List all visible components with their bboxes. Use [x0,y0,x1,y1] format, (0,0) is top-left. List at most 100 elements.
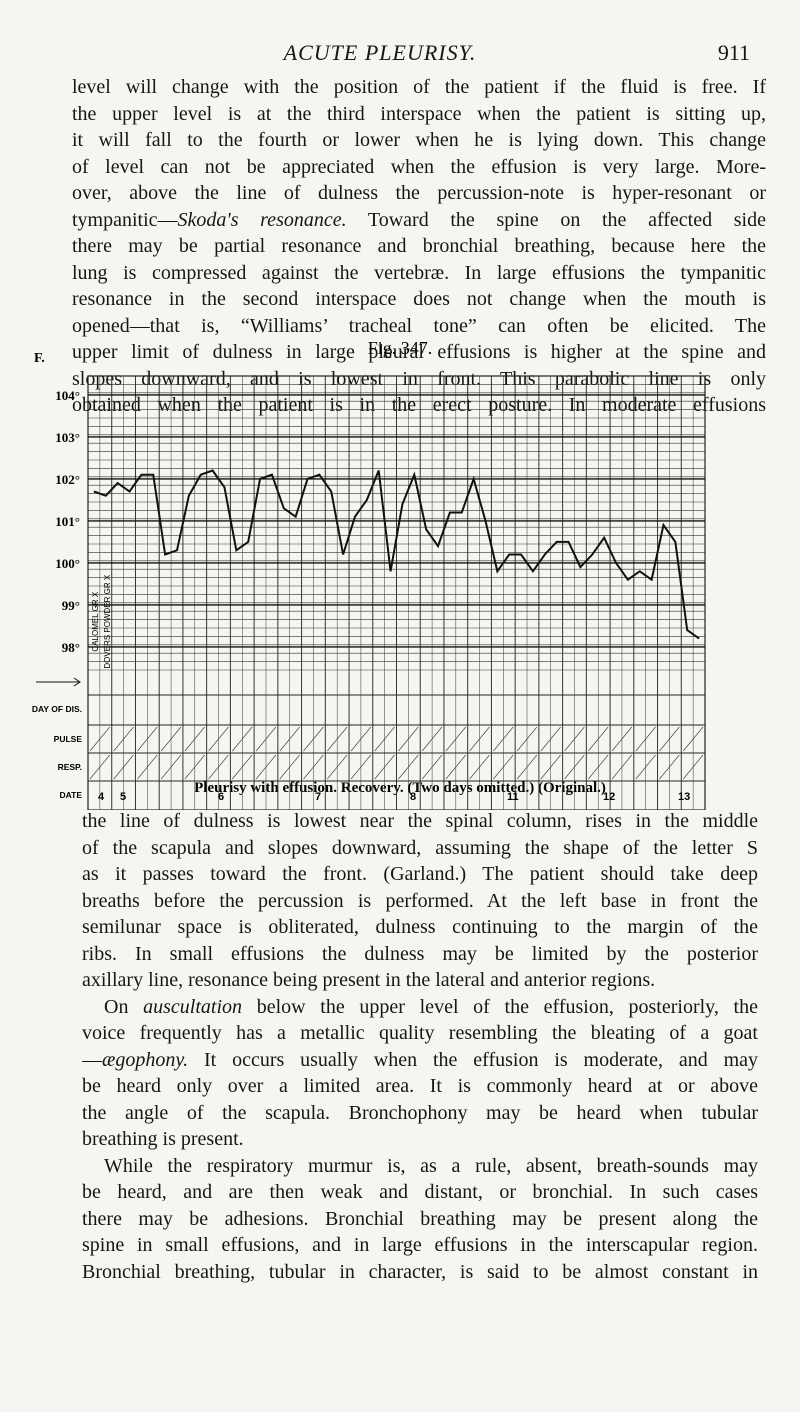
figure-label: Fig. 347. [368,340,433,358]
cell-diagonal [279,754,300,780]
cell-diagonal [659,754,680,780]
text-line: be heard, and are then weak and distant,… [82,1179,758,1206]
text: resonance in the second interspace does … [72,288,766,310]
text: breathing is present. [82,1128,244,1150]
date: 6 [218,791,224,803]
cell-diagonal [160,726,182,752]
row-label: DAY OF DIS. [32,704,82,714]
cell-diagonal [113,754,134,780]
cell-diagonal [493,754,514,780]
text: of level can not be appreciated when the… [72,155,766,178]
cell-diagonal [493,726,514,752]
text-line: of the scapula and slopes downward, assu… [82,835,758,862]
text-line: obtained when the patient is in the erec… [72,392,766,419]
cell-diagonal [327,754,348,780]
italic-text: Skoda's resonance. [177,208,347,231]
text: there may be adhesions. Bronchial breath… [82,1207,758,1230]
cell-diagonal [445,726,466,752]
date: 11 [507,791,519,803]
text: be heard, and are then weak and distant,… [82,1181,758,1203]
cell-diagonal [611,726,633,752]
text: the upper level is at the third interspa… [72,102,766,125]
cell-diagonal [421,754,443,780]
cell-diagonal [160,754,182,780]
text-line: upper limit of dulness in large pleural … [72,339,766,366]
y-tick-label: 100° [55,556,80,571]
text-line: breathing is present. [82,1126,758,1153]
cell-diagonal [374,754,395,780]
text-line: the angle of the scapula. Bronchophony m… [82,1100,758,1127]
text: voice frequently has a metallic quality … [82,1022,758,1044]
caption: Pleurisy with effusion. Recovery. (Two d… [194,780,606,796]
date: 5 [120,791,126,803]
italic-text: auscultation [143,995,243,1018]
cell-diagonal [184,726,205,752]
y-tick-label: 99° [62,598,80,613]
cell-diagonal [516,726,538,752]
text-line: Bronchial breathing, tubular in characte… [82,1259,758,1286]
cell-diagonal [350,754,372,780]
date: 13 [678,791,690,803]
cell-diagonal [255,726,277,752]
temperature-line [93,469,700,640]
page-number: 911 [717,40,750,65]
cell-diagonal [611,754,633,780]
text: spine in small effusions, and in large e… [82,1234,758,1256]
cell-diagonal [469,754,490,780]
cell-diagonal [137,754,158,780]
text-line: opened—that is, “Williams’ tracheal tone… [72,313,766,340]
text-line: lung is compressed against the vertebræ.… [72,260,766,287]
cell-diagonal [303,726,324,752]
text-line: the upper level is at the third interspa… [72,101,766,128]
text-line: over, above the line of dulness the perc… [72,180,766,207]
figure: Fig. 347. Pleurisy with effusion. Recove… [32,340,706,810]
text: lung is compressed against the vertebræ.… [72,261,766,284]
cell-diagonal [516,754,538,780]
cell-diagonal [682,726,704,752]
italic-text: ægophony. [102,1048,189,1071]
running-title: ACUTE PLEURISY. [283,40,477,65]
cell-diagonal [445,754,466,780]
text-line: tympanitic—Skoda's resonance. Toward the… [72,207,766,234]
text-line: ribs. In small effusions the dulness may… [82,941,758,968]
text: ribs. In small effusions the dulness may… [82,942,758,965]
text: of the scapula and slopes downward, assu… [82,836,758,859]
cell-diagonal [469,726,490,752]
text: level will change with the position of t… [72,76,766,98]
cell-diagonal [682,754,704,780]
text: semilunar space is obliterated, dulness … [82,916,758,938]
text: — [82,1048,102,1071]
annotation: CALOMEL GR X [91,591,100,651]
text: Bronchial breathing, tubular in characte… [82,1260,758,1283]
cell-diagonal [635,754,656,780]
text-line: On auscultation below the upper level of… [82,994,758,1021]
text: breaths before the percussion is perform… [82,889,758,912]
cell-diagonal [232,726,253,752]
cell-diagonal [113,726,134,752]
cell-diagonal [232,754,253,780]
text: tympanitic— [72,208,178,231]
y-tick-label: 104° [55,388,80,403]
cell-diagonal [564,726,585,752]
text: the line of dulness is lowest near the s… [82,810,758,832]
text-line: breaths before the percussion is perform… [82,888,758,915]
cell-diagonal [303,754,324,780]
text-line: be heard only over a limited area. It is… [82,1073,758,1100]
text-line: While the respiratory murmur is, as a ru… [82,1153,758,1180]
text: slopes downward, and is lowest in front.… [72,367,766,390]
date: 12 [603,791,615,803]
chart-frame [87,375,706,810]
text: over, above the line of dulness the perc… [72,182,766,204]
text-line: voice frequently has a metallic quality … [82,1020,758,1047]
text-line: as it passes toward the front. (Garland.… [82,861,758,888]
cell-diagonal [540,726,561,752]
date: 4 [98,791,105,803]
date: 7 [315,791,321,803]
text-line: semilunar space is obliterated, dulness … [82,914,758,941]
cell-diagonal [89,726,111,752]
text-line: there may be partial resonance and bronc… [72,233,766,260]
date: 8 [410,791,416,803]
text-line: it will fall to the fourth or lower when… [72,127,766,154]
row-label: DATE [59,790,82,800]
